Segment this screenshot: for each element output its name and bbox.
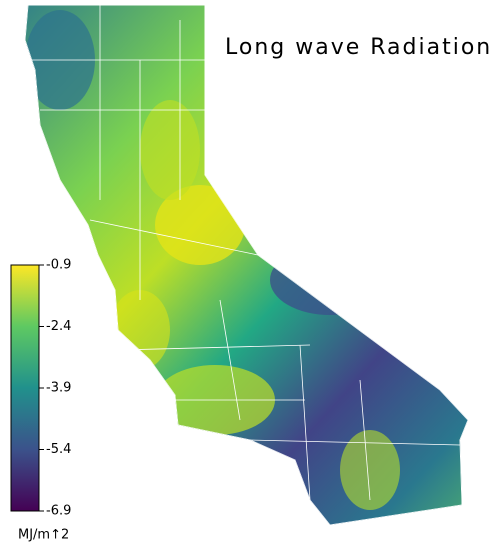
colorbar-tick-label: -3.9 bbox=[46, 381, 71, 396]
colorbar-tick-label: -6.9 bbox=[46, 504, 71, 519]
colorbar bbox=[10, 264, 40, 512]
colorbar-tick-label: -2.4 bbox=[46, 319, 71, 334]
map-title: Long wave Radiation bbox=[225, 35, 492, 60]
colorbar-tick-label: -5.4 bbox=[46, 442, 71, 457]
colorbar-tick-label: -0.9 bbox=[46, 258, 71, 273]
colorbar-label: MJ/m↑2 bbox=[18, 528, 69, 543]
